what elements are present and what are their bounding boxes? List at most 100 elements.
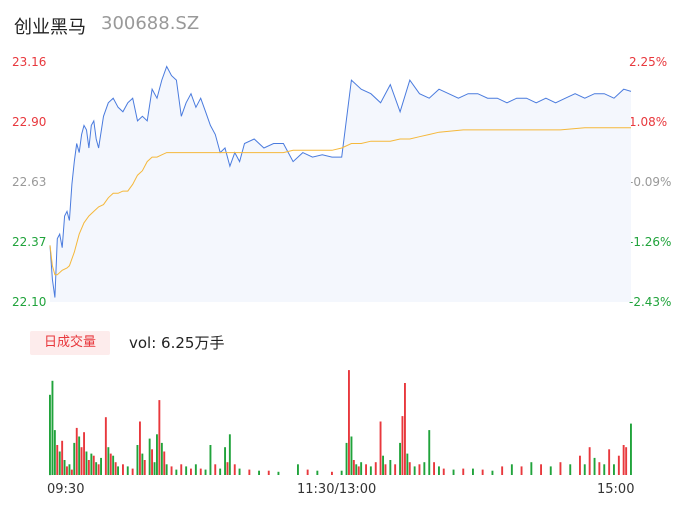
volume-bar [66,466,68,475]
volume-bar [316,470,319,475]
volume-bar [75,427,78,475]
volume-bar [472,468,474,475]
volume-bar [559,462,562,475]
volume-bar [163,451,166,475]
volume-bar [408,462,411,475]
volume-bar [394,464,397,475]
volume-bar [625,447,628,475]
volume-bar [122,464,124,475]
volume-bar [374,462,377,475]
volume-bar [151,449,153,475]
volume-bar [406,453,409,475]
y-price-tick: 22.37 [12,235,47,249]
volume-bar [114,462,117,475]
volume-bar [428,430,431,475]
volume-bar [389,460,392,475]
volume-bar [622,445,625,475]
volume-bar [258,470,260,475]
y-pct-tick: 1.08% [629,115,668,129]
volume-bar [348,370,350,475]
volume-bar [61,440,64,475]
volume-bar [433,462,435,475]
volume-bar [413,466,416,475]
volume-bar [104,417,107,475]
volume-bar [73,442,76,475]
volume-bar [95,462,98,475]
y-price-tick: 22.10 [12,295,47,309]
volume-bar [369,466,372,475]
volume-label: vol: 6.25万手 [129,334,225,352]
average-line [49,127,631,276]
price-area [50,66,631,302]
volume-bar [357,466,360,475]
volume-bar [49,394,51,476]
volume-bar [78,436,81,475]
volume-bar [219,468,222,475]
volume-bar [112,455,115,475]
volume-bar [180,464,183,475]
volume-bar [248,469,251,475]
volume-bar [510,464,513,475]
volume-bar [277,471,280,475]
volume-bar [588,447,591,475]
volume-bar [360,462,363,475]
volume-bar [175,469,178,475]
y-pct-tick: -0.09% [629,175,672,189]
volume-bar [148,438,151,475]
volume-bar [160,442,163,475]
volume-bar [126,466,129,475]
volume-bar [68,464,71,475]
volume-bar [520,466,523,475]
stock-name: 创业黑马 [14,17,86,38]
volume-bar [540,464,542,475]
volume-bar [399,442,401,475]
volume-bar [199,468,202,475]
volume-bar [87,460,90,475]
volume-bar [352,460,355,475]
stock-code: 300688.SZ [101,13,200,34]
volume-bar [491,470,494,475]
volume-bar [158,400,161,475]
volume-bar [117,466,119,475]
volume-bar [143,460,146,475]
volume-bar [214,464,217,475]
volume-bar [617,455,620,475]
volume-bar [613,464,615,475]
volume-bar [109,453,112,475]
volume-bar [194,464,197,475]
volume-bar [100,457,102,475]
volume-bar [58,451,61,475]
volume-bar [355,464,358,475]
volume-bar [306,469,309,475]
volume-bar [630,423,632,475]
volume-bar [350,436,353,475]
volume-bar [70,469,73,475]
volume-bar [569,464,572,475]
volume-bar [156,434,158,475]
volume-bar [608,449,611,475]
x-tick-midday: 11:30/13:00 [297,482,377,497]
y-pct-tick: 2.25% [629,55,668,69]
volume-bar [603,464,606,475]
volume-bar [238,468,241,475]
volume-bar [170,466,173,475]
volume-bar [226,462,229,475]
volume-bar [204,469,207,475]
volume-bar [107,447,110,475]
volume-bar [136,445,139,475]
volume-bar [233,464,236,475]
volume-bar [418,464,421,475]
volume-bar [224,447,226,475]
volume-bar [549,466,552,475]
volume-bar [345,442,348,475]
volume-bar [462,468,465,475]
volume-bar [83,432,85,475]
volume-bar [442,468,445,475]
volume-bar [297,464,299,475]
volume-bar [90,453,93,475]
volume-bar [384,464,387,475]
volume-bar [382,455,384,475]
volume-bar [56,445,59,475]
volume-bar [85,451,88,475]
